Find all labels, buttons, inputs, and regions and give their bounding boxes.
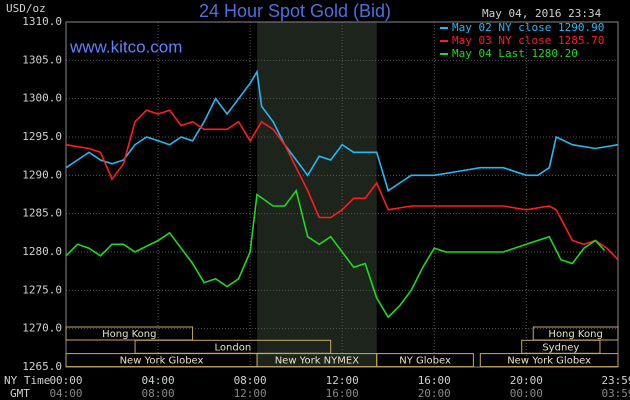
session-label: NY Globex xyxy=(399,356,451,367)
series-line xyxy=(65,69,619,192)
x2-axis-label: GMT xyxy=(10,387,30,400)
session-label: New York Globex xyxy=(507,356,591,367)
legend-entry: May 04 Last 1280.20 xyxy=(452,47,578,60)
x-tick-label: 08:00 xyxy=(234,374,267,387)
y-tick-label: 1265.0 xyxy=(22,360,62,373)
x2-tick-label: 08:00 xyxy=(142,387,175,400)
session-box xyxy=(65,326,194,341)
y-tick-label: 1270.0 xyxy=(22,322,62,335)
x-tick-label: 20:00 xyxy=(510,374,543,387)
y-tick-label: 1310.0 xyxy=(22,15,62,28)
x-tick-label: 23:59 xyxy=(601,374,630,387)
highlight-band xyxy=(257,22,377,367)
timestamp: May 04, 2016 23:34 xyxy=(482,7,602,20)
series-line xyxy=(65,109,619,261)
chart-title: 24 Hour Spot Gold (Bid) xyxy=(199,1,391,21)
session-label: Hong Kong xyxy=(102,329,156,340)
x-tick-label: 16:00 xyxy=(418,374,451,387)
x2-tick-label: 00:00 xyxy=(510,387,543,400)
session-label: New York NYMEX xyxy=(275,356,360,367)
y-axis-label: USD/oz xyxy=(6,2,46,15)
y-tick-label: 1275.0 xyxy=(22,283,62,296)
x2-tick-label: 03:59 xyxy=(601,387,630,400)
y-tick-label: 1290.0 xyxy=(22,168,62,181)
y-tick-label: 1300.0 xyxy=(22,92,62,105)
x2-tick-label: 04:00 xyxy=(49,387,82,400)
x2-tick-label: 20:00 xyxy=(418,387,451,400)
legend-entry: May 02 NY close 1290.90 xyxy=(452,21,604,34)
session-box xyxy=(376,353,474,368)
y-tick-label: 1305.0 xyxy=(22,53,62,66)
session-label: Hong Kong xyxy=(548,329,602,340)
y-tick-label: 1295.0 xyxy=(22,130,62,143)
x-tick-label: 04:00 xyxy=(142,374,175,387)
series-line xyxy=(65,188,606,319)
session-box xyxy=(479,353,619,368)
legend-entry: May 03 NY close 1285.70 xyxy=(452,34,604,47)
x2-tick-label: 12:00 xyxy=(234,387,267,400)
y-tick-label: 1285.0 xyxy=(22,207,62,220)
session-label: New York Globex xyxy=(120,356,204,367)
session-label: Sydney xyxy=(542,342,579,353)
x-tick-label: 00:00 xyxy=(49,374,82,387)
x-tick-label: 12:00 xyxy=(326,374,359,387)
x-axis-label: NY Time xyxy=(4,374,50,387)
session-label: London xyxy=(215,342,252,353)
watermark: www.kitco.com xyxy=(69,37,182,56)
x2-tick-label: 16:00 xyxy=(326,387,359,400)
y-tick-label: 1280.0 xyxy=(22,245,62,258)
